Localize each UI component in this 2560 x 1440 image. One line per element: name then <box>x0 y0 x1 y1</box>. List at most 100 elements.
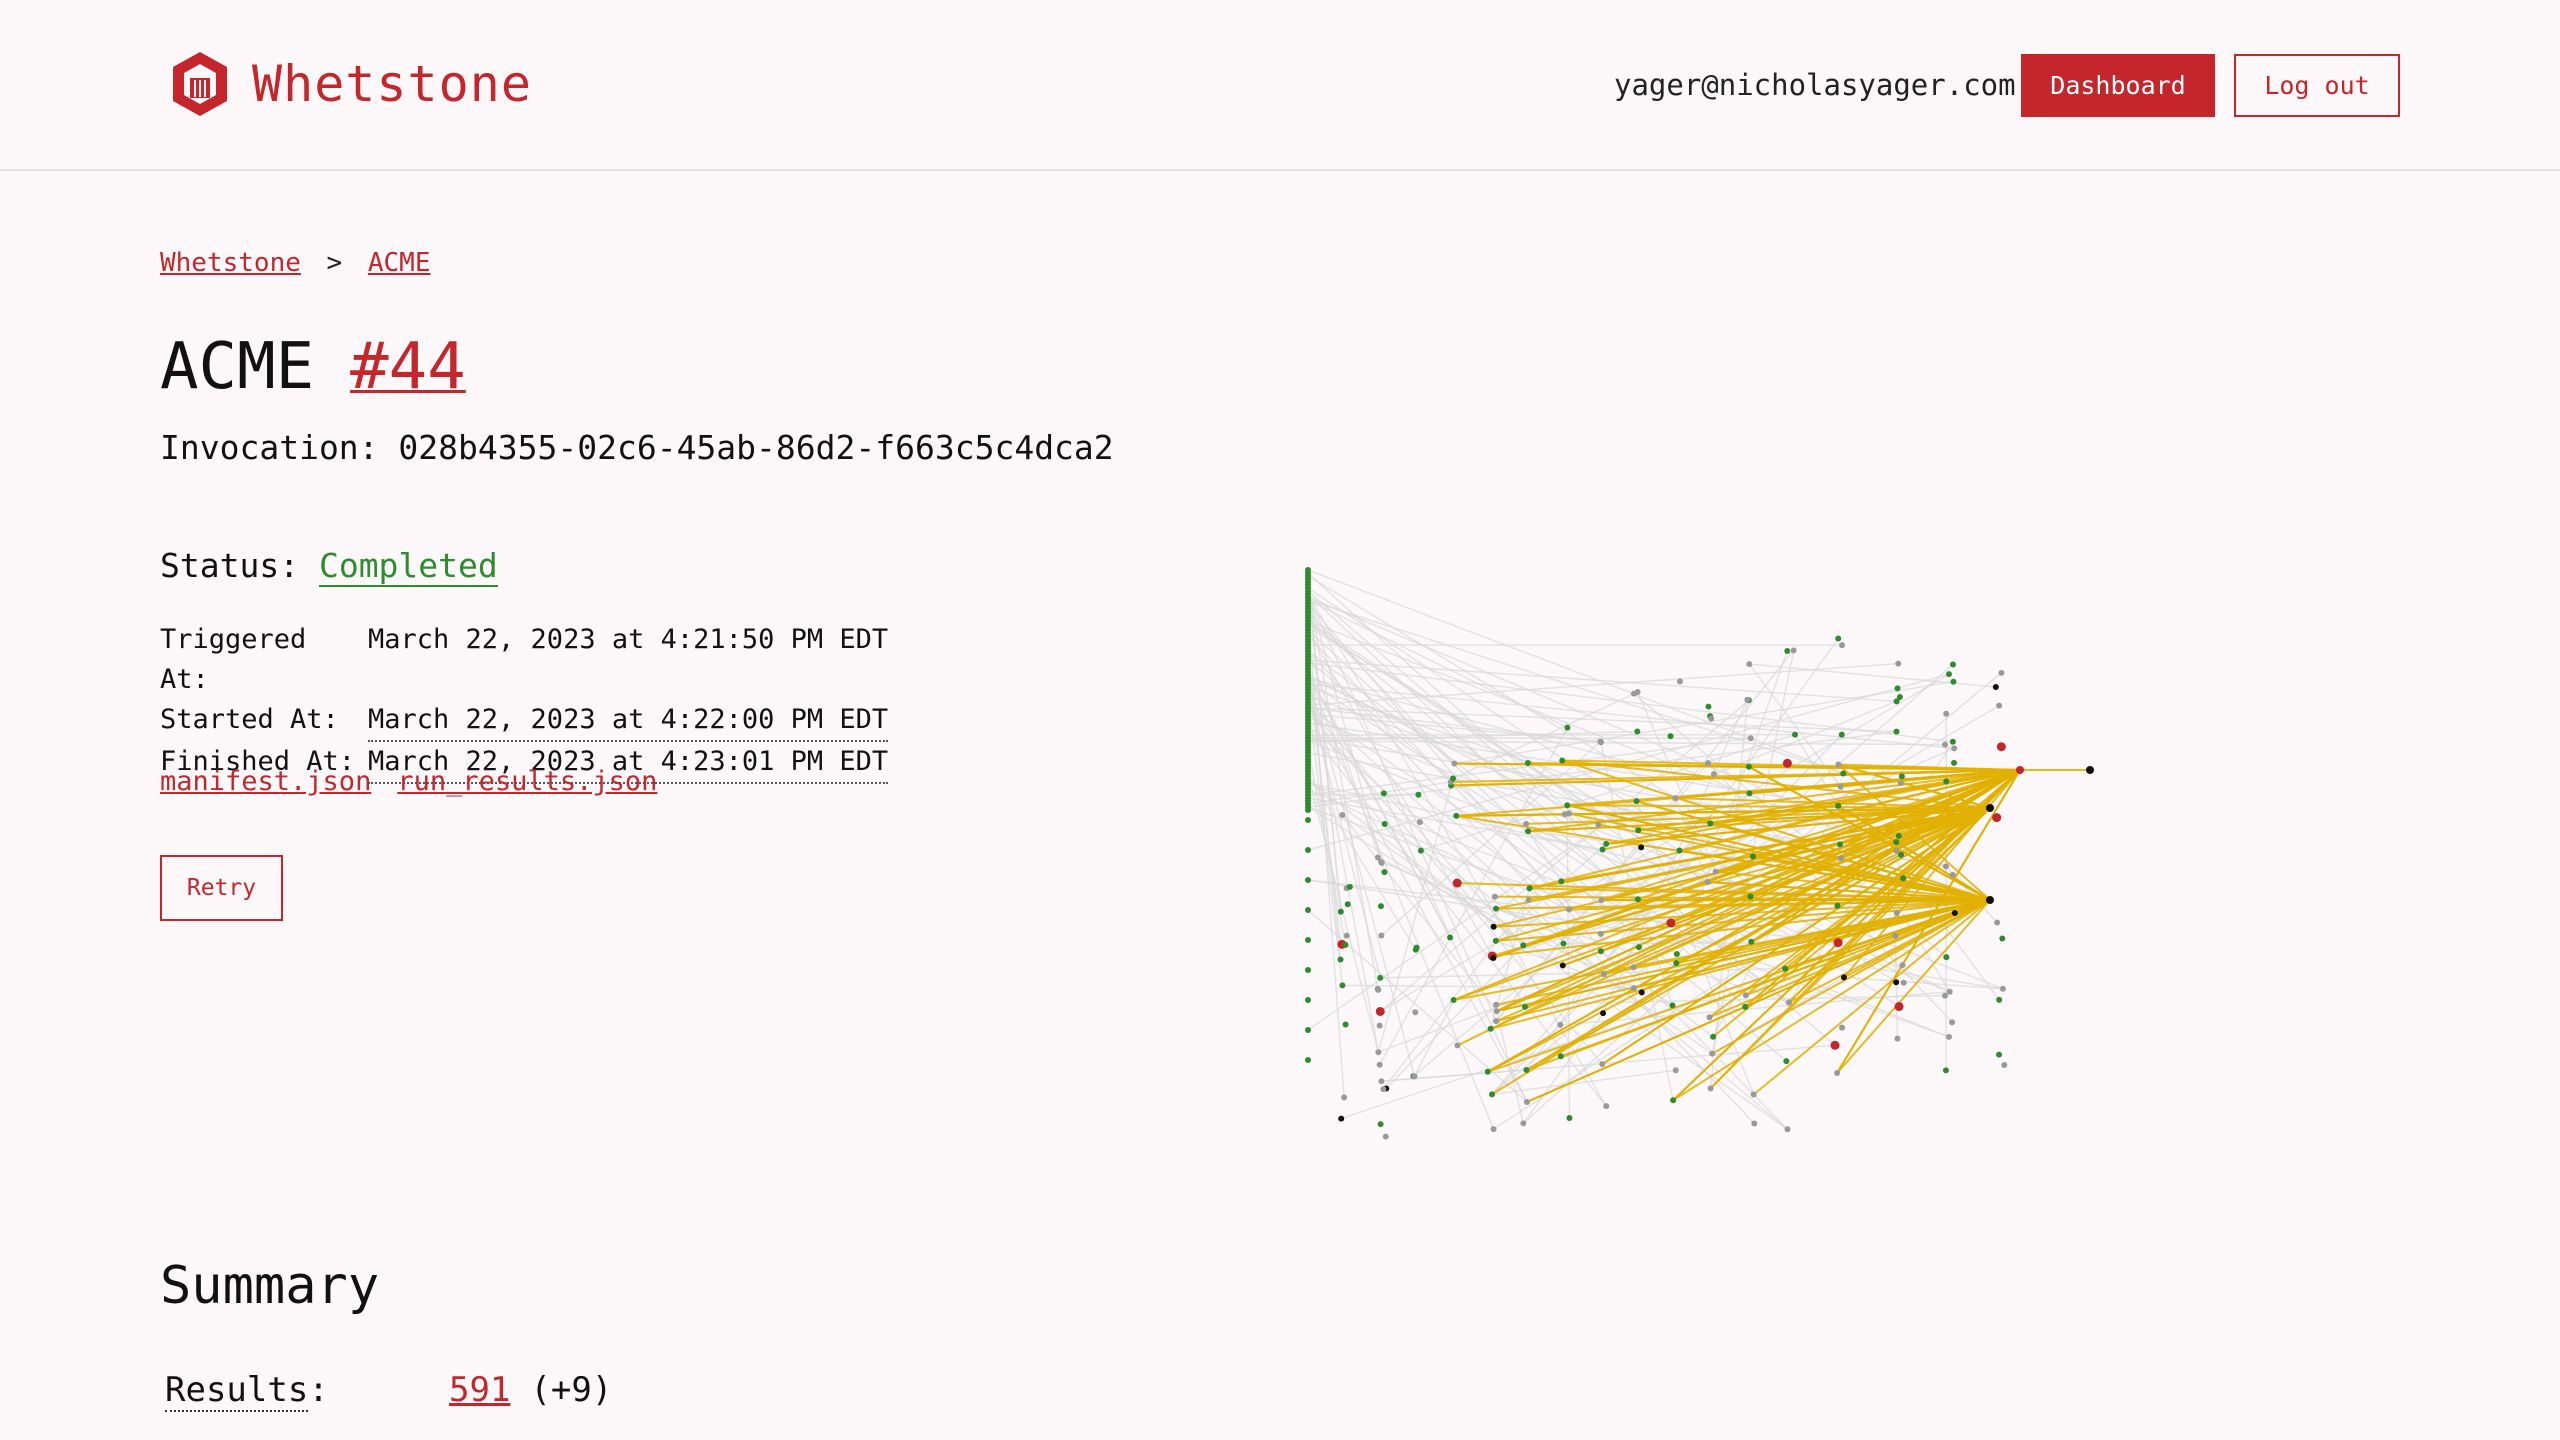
graph-node[interactable] <box>1705 703 1712 710</box>
graph-node[interactable] <box>1838 731 1845 738</box>
graph-node[interactable] <box>1943 710 1950 717</box>
graph-node[interactable] <box>1524 760 1531 767</box>
breadcrumb-root-link[interactable]: Whetstone <box>160 248 301 278</box>
graph-node[interactable] <box>1635 827 1642 834</box>
graph-node[interactable] <box>1337 956 1344 963</box>
graph-node[interactable] <box>1490 955 1497 962</box>
graph-node[interactable] <box>1751 1120 1758 1127</box>
graph-node[interactable] <box>1450 997 1457 1004</box>
graph-node[interactable] <box>1380 790 1387 797</box>
graph-node[interactable] <box>1942 1067 1949 1074</box>
graph-node[interactable] <box>1705 760 1712 767</box>
graph-node[interactable] <box>1840 770 1847 777</box>
graph-node[interactable] <box>1603 1103 1610 1110</box>
graph-node[interactable] <box>1996 1051 2003 1058</box>
graph-node[interactable] <box>1452 878 1462 888</box>
graph-node[interactable] <box>1707 820 1714 827</box>
graph-node[interactable] <box>1381 869 1388 876</box>
graph-node[interactable] <box>1634 728 1641 735</box>
graph-node[interactable] <box>1564 802 1571 809</box>
graph-node[interactable] <box>1830 1040 1840 1050</box>
graph-node[interactable] <box>1634 896 1641 903</box>
graph-node[interactable] <box>1305 1027 1311 1033</box>
breadcrumb-current-link[interactable]: ACME <box>367 248 431 278</box>
graph-node[interactable] <box>1453 812 1460 819</box>
graph-node[interactable] <box>1748 938 1755 945</box>
graph-node[interactable] <box>1523 1067 1530 1074</box>
graph-node[interactable] <box>1785 999 1792 1006</box>
graph-node[interactable] <box>1595 821 1602 828</box>
graph-node[interactable] <box>1992 813 2002 823</box>
graph-node[interactable] <box>1840 974 1847 981</box>
graph-node[interactable] <box>1493 1018 1500 1025</box>
graph-node[interactable] <box>1747 893 1754 900</box>
graph-node[interactable] <box>1745 763 1752 770</box>
graph-node[interactable] <box>1557 1021 1564 1028</box>
graph-node[interactable] <box>1834 1070 1841 1077</box>
graph-node[interactable] <box>1892 932 1899 939</box>
graph-node[interactable] <box>1411 1073 1418 1080</box>
graph-node[interactable] <box>1346 883 1353 890</box>
graph-node[interactable] <box>1895 832 1902 839</box>
graph-node[interactable] <box>1375 986 1382 993</box>
graph-node[interactable] <box>1305 807 1311 813</box>
graph-node[interactable] <box>1342 1021 1349 1028</box>
graph-node[interactable] <box>1945 671 1952 678</box>
graph-node[interactable] <box>1630 964 1637 971</box>
graph-node[interactable] <box>1893 910 1900 917</box>
graph-node[interactable] <box>1951 909 1958 916</box>
graph-node[interactable] <box>1559 757 1566 764</box>
graph-node[interactable] <box>1894 685 1901 692</box>
graph-node[interactable] <box>1558 878 1565 885</box>
graph-node[interactable] <box>1673 960 1680 967</box>
graph-node[interactable] <box>1377 974 1384 981</box>
graph-node[interactable] <box>1492 905 1499 912</box>
graph-node[interactable] <box>1337 908 1344 915</box>
graph-node[interactable] <box>1942 863 1949 870</box>
graph-node[interactable] <box>2016 766 2024 774</box>
graph-node[interactable] <box>1951 759 1958 766</box>
graph-node[interactable] <box>1782 965 1789 972</box>
graph-node[interactable] <box>2001 1061 2008 1068</box>
graph-node[interactable] <box>1638 989 1645 996</box>
graph-node[interactable] <box>1670 1097 1677 1104</box>
graph-node[interactable] <box>1344 901 1351 908</box>
graph-node[interactable] <box>1630 985 1637 992</box>
graph-node[interactable] <box>1943 954 1950 961</box>
graph-node[interactable] <box>1839 642 1846 649</box>
brand-link[interactable]: Whetstone <box>170 50 532 118</box>
graph-node[interactable] <box>1986 896 1994 904</box>
graph-node[interactable] <box>1666 918 1676 928</box>
graph-node[interactable] <box>1488 1091 1495 1098</box>
graph-node[interactable] <box>1374 854 1381 861</box>
graph-node[interactable] <box>1520 1120 1527 1127</box>
graph-node[interactable] <box>1375 1006 1385 1016</box>
graph-node[interactable] <box>1746 790 1753 797</box>
graph-node[interactable] <box>1305 1057 1311 1063</box>
graph-node[interactable] <box>1380 1086 1387 1093</box>
graph-node[interactable] <box>1597 738 1604 745</box>
graph-node[interactable] <box>1491 893 1498 900</box>
graph-node[interactable] <box>1900 875 1907 882</box>
graph-node[interactable] <box>1710 771 1717 778</box>
graph-node[interactable] <box>1376 1022 1383 1029</box>
graph-node[interactable] <box>1603 840 1610 847</box>
graph-node[interactable] <box>1305 817 1311 823</box>
graph-node[interactable] <box>1376 1061 1383 1068</box>
graph-node[interactable] <box>1598 897 1605 904</box>
graph-node[interactable] <box>1950 678 1957 685</box>
graph-node[interactable] <box>1893 839 1900 846</box>
graph-node[interactable] <box>1992 684 1999 691</box>
graph-node[interactable] <box>1599 1061 1606 1068</box>
graph-node[interactable] <box>1835 635 1842 642</box>
graph-node[interactable] <box>1487 1025 1494 1032</box>
run-number-link[interactable]: #44 <box>350 330 466 404</box>
graph-node[interactable] <box>1676 678 1683 685</box>
graph-node[interactable] <box>1484 1068 1491 1075</box>
graph-node[interactable] <box>2086 766 2094 774</box>
graph-node[interactable] <box>1377 903 1384 910</box>
graph-node[interactable] <box>1566 1114 1573 1121</box>
graph-node[interactable] <box>1894 1035 1901 1042</box>
graph-node[interactable] <box>1998 669 2005 676</box>
graph-node[interactable] <box>1946 988 1953 995</box>
